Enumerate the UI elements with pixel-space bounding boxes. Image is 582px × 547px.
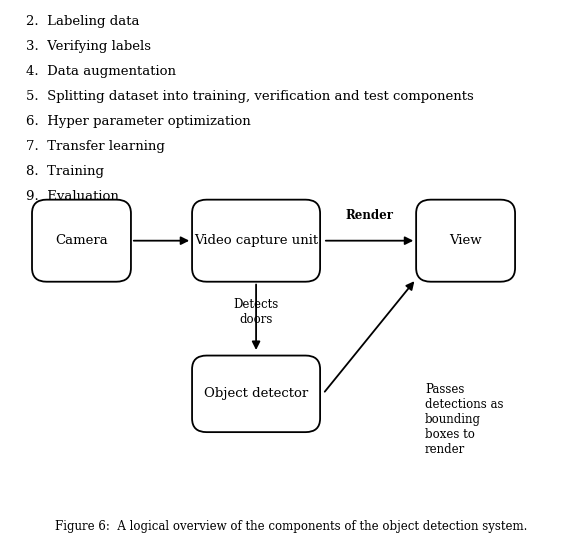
Text: 4.  Data augmentation: 4. Data augmentation	[26, 66, 176, 78]
Text: Detects
doors: Detects doors	[233, 298, 279, 326]
Text: 9.  Evaluation: 9. Evaluation	[26, 190, 119, 203]
FancyBboxPatch shape	[192, 200, 320, 282]
Text: 8.  Training: 8. Training	[26, 165, 104, 178]
Text: 3.  Verifying labels: 3. Verifying labels	[26, 40, 151, 54]
FancyBboxPatch shape	[32, 200, 131, 282]
FancyBboxPatch shape	[416, 200, 515, 282]
Text: Camera: Camera	[55, 234, 108, 247]
Text: 7.  Transfer learning: 7. Transfer learning	[26, 141, 165, 153]
Text: Passes
detections as
bounding
boxes to
render: Passes detections as bounding boxes to r…	[425, 383, 503, 456]
FancyBboxPatch shape	[192, 356, 320, 432]
Text: View: View	[449, 234, 482, 247]
Text: Video capture unit: Video capture unit	[194, 234, 318, 247]
Text: 5.  Splitting dataset into training, verification and test components: 5. Splitting dataset into training, veri…	[26, 90, 474, 103]
Text: 2.  Labeling data: 2. Labeling data	[26, 15, 140, 28]
Text: Figure 6:  A logical overview of the components of the object detection system.: Figure 6: A logical overview of the comp…	[55, 520, 527, 533]
Text: Render: Render	[346, 208, 393, 222]
Text: Object detector: Object detector	[204, 387, 308, 400]
Text: 6.  Hyper parameter optimization: 6. Hyper parameter optimization	[26, 115, 251, 129]
